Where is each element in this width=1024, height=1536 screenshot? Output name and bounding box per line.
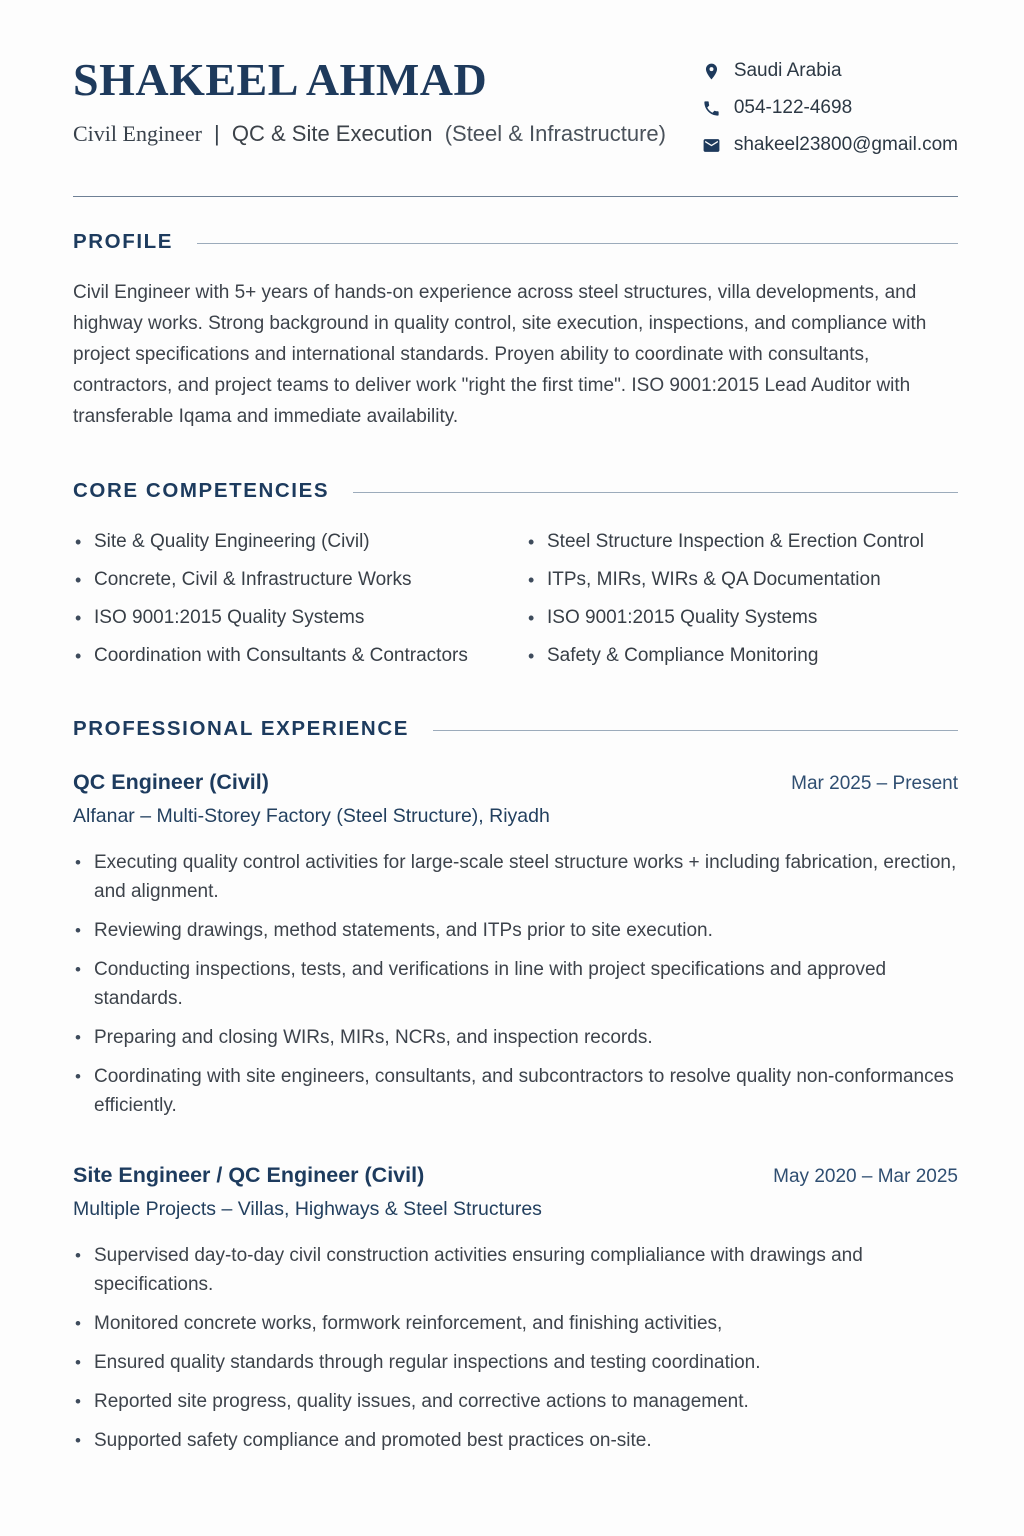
title-primary: Civil Engineer xyxy=(73,120,202,146)
job-bullet: Preparing and closing WIRs, MIRs, NCRs, … xyxy=(73,1023,958,1052)
list-item: Site & Quality Engineering (Civil) xyxy=(73,531,526,553)
heading-rule xyxy=(197,242,958,244)
job-entry: QC Engineer (Civil) Mar 2025 – Present A… xyxy=(73,770,958,1120)
contact-phone: 054-122-4698 xyxy=(702,97,958,119)
candidate-name: SHAKEEL AHMAD xyxy=(73,54,488,105)
contact-location-text: Saudi Arabia xyxy=(733,60,842,81)
job-bullet-list: Executing quality control activities for… xyxy=(73,848,958,1120)
contact-phone-text: 054-122-4698 xyxy=(733,97,853,118)
location-pin-icon xyxy=(705,63,717,79)
job-title: Site Engineer / QC Engineer (Civil) xyxy=(73,1163,425,1187)
profile-heading: PROFILE xyxy=(73,230,958,254)
competencies-heading: CORE COMPETENCIES xyxy=(73,479,958,503)
list-item: Coordination with Consultants & Contract… xyxy=(73,645,526,667)
experience-heading: PROFESSIONAL EXPERIENCE xyxy=(73,717,958,741)
contact-email: shakeel23800@gmail.com xyxy=(702,134,958,156)
title-tertiary: (Steel & Infrastructure) xyxy=(444,120,666,146)
header-divider xyxy=(73,196,958,197)
job-bullet: Supported safety compliance and promoted… xyxy=(73,1426,958,1455)
contact-location: Saudi Arabia xyxy=(702,60,958,82)
competency-column-right: Steel Structure Inspection & Erection Co… xyxy=(526,515,958,667)
title-separator: | xyxy=(214,120,220,146)
job-dates: May 2020 – Mar 2025 xyxy=(773,1166,958,1187)
phone-icon xyxy=(704,100,719,116)
job-bullet: Coordinating with site engineers, consul… xyxy=(73,1062,958,1120)
job-header: Site Engineer / QC Engineer (Civil) May … xyxy=(73,1163,958,1188)
list-item: Safety & Compliance Monitoring xyxy=(526,645,958,667)
title-secondary: QC & Site Execution xyxy=(231,120,433,146)
heading-rule xyxy=(353,491,958,493)
job-header: QC Engineer (Civil) Mar 2025 – Present xyxy=(73,770,958,795)
competencies-heading-label: CORE COMPETENCIES xyxy=(73,479,330,502)
job-title: QC Engineer (Civil) xyxy=(73,770,269,794)
email-icon xyxy=(703,138,720,152)
job-bullet: Reported site progress, quality issues, … xyxy=(73,1387,958,1416)
job-bullet: Executing quality control activities for… xyxy=(73,848,958,906)
contact-email-text: shakeel23800@gmail.com xyxy=(733,134,958,155)
contact-block: Saudi Arabia 054-122-4698 shakeel23800@g… xyxy=(702,60,958,156)
job-bullet: Monitored concrete works, formwork reinf… xyxy=(73,1309,958,1338)
profile-heading-label: PROFILE xyxy=(73,230,174,253)
list-item: Concrete, Civil & Infrastructure Works xyxy=(73,569,526,591)
profile-text: Civil Engineer with 5+ years of hands-on… xyxy=(73,282,927,427)
job-bullet: Ensured quality standards through regula… xyxy=(73,1348,958,1377)
header-identity: SHAKEEL AHMAD Civil Engineer | QC & Site… xyxy=(73,56,666,147)
competency-grid: Site & Quality Engineering (Civil) Concr… xyxy=(73,515,958,667)
job-bullet: Conducting inspections, tests, and verif… xyxy=(73,955,958,1013)
list-item: Steel Structure Inspection & Erection Co… xyxy=(526,531,958,553)
section-competencies: CORE COMPETENCIES Site & Quality Enginee… xyxy=(73,479,958,667)
list-item: ISO 9001:2015 Quality Systems xyxy=(73,607,526,629)
section-profile: PROFILE Civil Engineer with 5+ years of … xyxy=(73,230,958,432)
job-bullet: Reviewing drawings, method statements, a… xyxy=(73,916,958,945)
candidate-title: Civil Engineer | QC & Site Execution (St… xyxy=(73,121,666,147)
job-company: Alfanar – Multi-Storey Factory (Steel St… xyxy=(73,805,550,827)
job-bullet: Supervised day-to-day civil construction… xyxy=(73,1241,958,1299)
section-experience: PROFESSIONAL EXPERIENCE QC Engineer (Civ… xyxy=(73,717,958,1455)
list-item: ISO 9001:2015 Quality Systems xyxy=(526,607,958,629)
job-dates: Mar 2025 – Present xyxy=(791,773,958,794)
experience-heading-label: PROFESSIONAL EXPERIENCE xyxy=(73,717,410,740)
job-entry: Site Engineer / QC Engineer (Civil) May … xyxy=(73,1163,958,1455)
job-bullet-list: Supervised day-to-day civil construction… xyxy=(73,1241,958,1455)
competency-column-left: Site & Quality Engineering (Civil) Concr… xyxy=(73,515,526,667)
header: SHAKEEL AHMAD Civil Engineer | QC & Site… xyxy=(73,56,958,156)
heading-rule xyxy=(433,729,958,731)
list-item: ITPs, MIRs, WIRs & QA Documentation xyxy=(526,569,958,591)
job-company: Multiple Projects – Villas, Highways & S… xyxy=(73,1198,542,1220)
